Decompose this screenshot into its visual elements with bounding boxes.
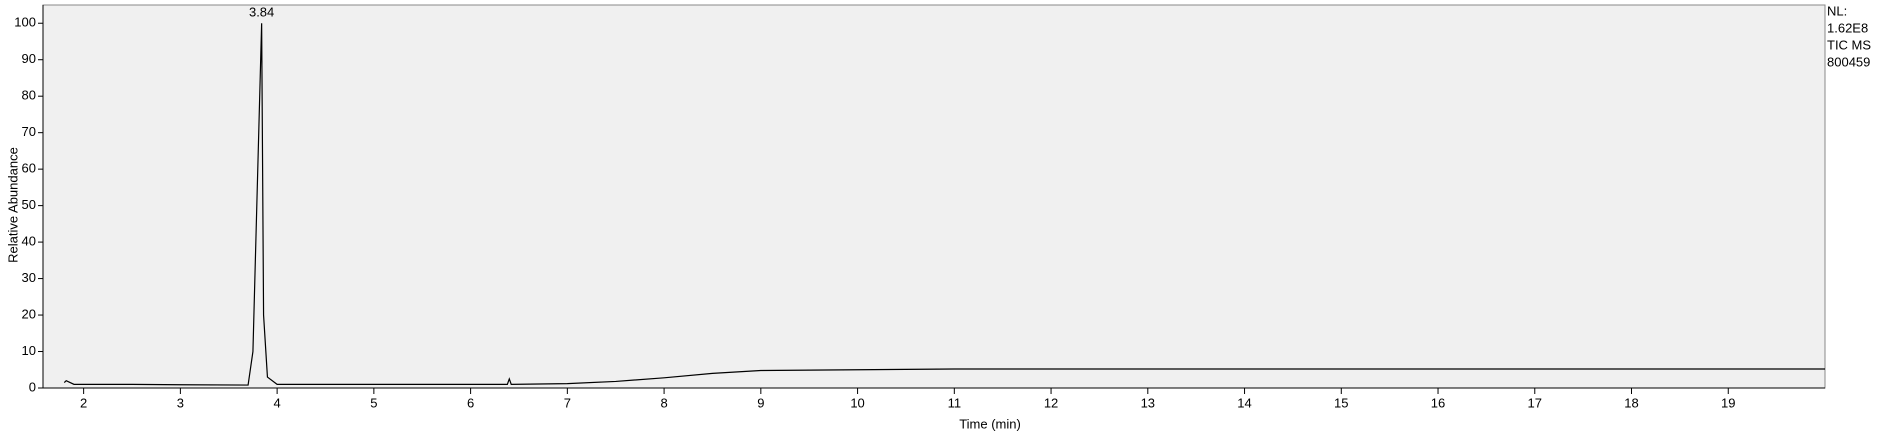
x-tick-label: 13 (1141, 395, 1155, 410)
y-tick-label: 40 (22, 234, 36, 249)
x-tick-label: 4 (274, 395, 281, 410)
info-text: 1.62E8 (1827, 20, 1868, 35)
info-text: NL: (1827, 3, 1847, 18)
x-tick-label: 16 (1431, 395, 1445, 410)
x-tick-label: 17 (1528, 395, 1542, 410)
y-tick-label: 0 (29, 379, 36, 394)
x-tick-label: 2 (80, 395, 87, 410)
x-tick-label: 18 (1624, 395, 1638, 410)
y-tick-label: 20 (22, 306, 36, 321)
y-axis-label: Relative Abundance (5, 147, 20, 263)
x-tick-label: 8 (660, 395, 667, 410)
x-tick-label: 15 (1334, 395, 1348, 410)
x-axis-label: Time (min) (959, 416, 1021, 431)
peak-label: 3.84 (249, 5, 274, 20)
y-tick-label: 100 (14, 15, 36, 30)
x-tick-label: 6 (467, 395, 474, 410)
x-tick-label: 19 (1721, 395, 1735, 410)
trace (63, 23, 1825, 386)
x-tick-label: 5 (370, 395, 377, 410)
x-tick-label: 7 (564, 395, 571, 410)
x-tick-label: 11 (948, 395, 962, 410)
x-tick-label: 9 (757, 395, 764, 410)
info-text: TIC MS (1827, 37, 1871, 52)
y-tick-label: 70 (22, 124, 36, 139)
y-tick-label: 50 (22, 197, 36, 212)
x-tick-label: 10 (850, 395, 864, 410)
y-tick-label: 90 (22, 51, 36, 66)
y-tick-label: 60 (22, 161, 36, 176)
y-tick-label: 80 (22, 88, 36, 103)
x-tick-label: 12 (1044, 395, 1058, 410)
info-text: 800459 (1827, 54, 1870, 69)
plot-area (42, 4, 1826, 389)
x-tick-label: 14 (1237, 395, 1251, 410)
x-tick-label: 3 (177, 395, 184, 410)
y-tick-label: 10 (22, 343, 36, 358)
y-tick-label: 30 (22, 270, 36, 285)
